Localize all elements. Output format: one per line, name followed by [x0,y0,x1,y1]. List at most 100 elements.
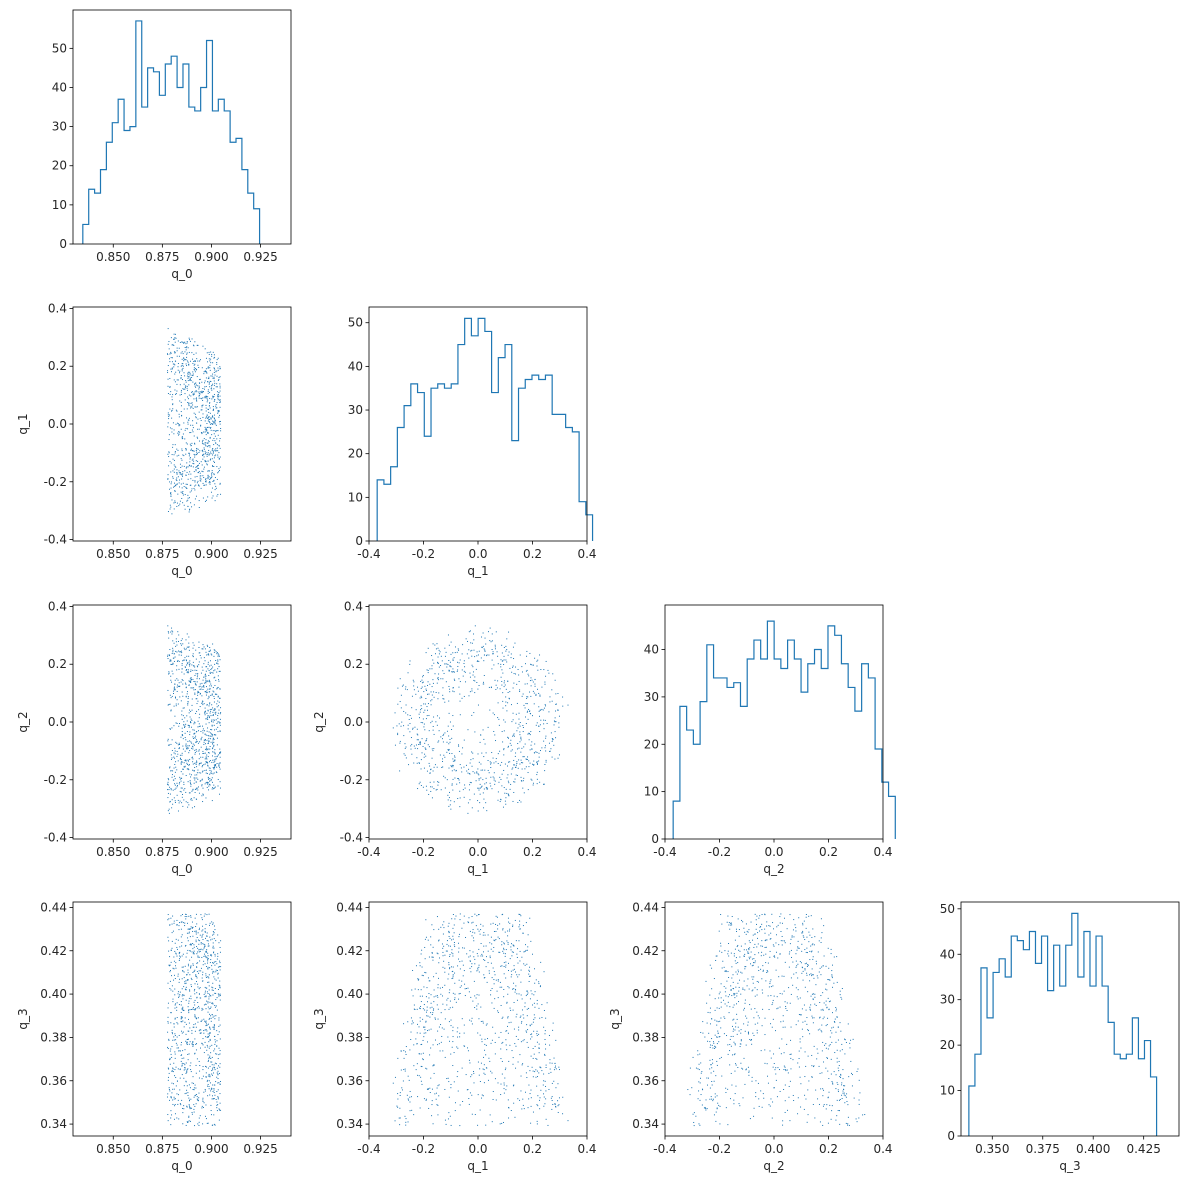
scatter-point [449,691,451,693]
scatter-point [217,1089,219,1091]
scatter-point [211,921,213,923]
scatter-point [207,440,209,442]
scatter-point [202,471,204,473]
scatter-point [204,459,206,461]
scatter-point [407,672,409,674]
scatter-point [205,410,207,412]
scatter-point [524,683,526,685]
scatter-point [555,1065,557,1067]
scatter-point [456,651,458,653]
scatter-point [174,444,176,446]
scatter-point [483,660,485,662]
scatter-point [172,647,174,649]
scatter-point [187,494,189,496]
scatter-point [206,464,208,466]
scatter-point [196,953,198,955]
scatter-point [420,687,422,689]
scatter-point [187,371,189,373]
scatter-point [416,739,418,741]
scatter-point [555,703,557,705]
scatter-point [522,925,524,927]
scatter-point [514,919,516,921]
scatter-point [210,1017,212,1019]
scatter-point [207,366,209,368]
scatter-point [213,932,215,934]
scatter-point [197,437,199,439]
scatter-point [180,375,182,377]
scatter-point [397,1057,399,1059]
scatter-point [450,653,452,655]
scatter-point [218,680,220,682]
scatter-point [205,756,207,758]
scatter-point [540,669,542,671]
scatter-point [182,922,184,924]
scatter-point [216,703,218,705]
scatter-point [192,930,194,932]
scatter-point [194,722,196,724]
scatter-point [172,1001,174,1003]
scatter-point [201,381,203,383]
scatter-point [205,951,207,953]
scatter-point [202,704,204,706]
scatter-point [196,781,198,783]
scatter-point [412,727,414,729]
scatter-point [193,665,195,667]
scatter-point [538,756,540,758]
scatter-point [519,1099,521,1101]
scatter-point [192,1076,194,1078]
scatter-point [187,972,189,974]
scatter-point [200,739,202,741]
scatter-point [211,986,213,988]
scatter-point [214,1048,216,1050]
scatter-point [218,765,220,767]
scatter-point [206,1030,208,1032]
scatter-point [167,781,169,783]
scatter-point [203,443,205,445]
scatter-point [189,989,191,991]
scatter-point [186,1044,188,1046]
scatter-point [199,934,201,936]
scatter-point [212,454,214,456]
scatter-point [219,1102,221,1104]
scatter-point [501,731,503,733]
scatter-point [212,737,214,739]
scatter-point [178,470,180,472]
scatter-point [424,709,426,711]
scatter-point [192,748,194,750]
scatter-point [170,506,172,508]
scatter-point [194,749,196,751]
scatter-point [557,1105,559,1107]
scatter-point [419,1008,421,1010]
scatter-point [174,715,176,717]
scatter-point [525,663,526,665]
scatter-point [170,969,171,971]
scatter-point [538,710,540,712]
scatter-point [193,1096,195,1098]
scatter-point [489,942,491,944]
scatter-point [442,758,444,760]
scatter-point [204,711,206,713]
scatter-point [513,1002,515,1003]
scatter-point [532,1048,534,1049]
scatter-point [442,986,444,988]
scatter-point [204,380,206,382]
scatter-point [179,486,181,488]
scatter-point [173,1096,175,1098]
scatter-point [214,649,216,651]
scatter-point [515,1016,517,1018]
scatter-point [190,967,192,969]
scatter-point [442,766,444,768]
scatter-point [481,953,483,955]
scatter-point [180,643,182,645]
scatter-point [207,688,209,690]
scatter-point [435,995,437,997]
scatter-point [412,995,414,997]
scatter-point [490,763,492,765]
scatter-point [545,737,547,739]
scatter-point [522,1063,524,1065]
scatter-point [212,945,214,947]
scatter-point [425,740,427,742]
scatter-point [453,944,455,946]
scatter-point [209,685,211,687]
scatter-point [188,726,190,728]
